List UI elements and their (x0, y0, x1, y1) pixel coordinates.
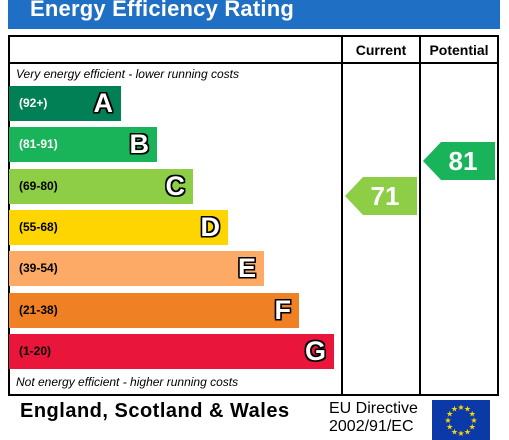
band-letter: B (129, 129, 150, 160)
band-range: (69-80) (19, 178, 58, 193)
band-g: (1-20) G (9, 333, 334, 369)
potential-rating-arrow: 81 (423, 142, 495, 180)
potential-column-header: Potential (429, 42, 489, 58)
band-range: (92+) (19, 96, 48, 110)
eu-star-icon: ★ (451, 405, 458, 414)
current-arrow-shape (345, 177, 417, 215)
band-d: (55-68) D (9, 209, 228, 245)
current-column-header: Current (355, 42, 407, 58)
title-bar: Energy Efficiency Rating (8, 0, 500, 29)
column-divider-potential (419, 35, 421, 396)
band-range: (81-91) (19, 137, 58, 152)
band-letter: C (165, 170, 186, 201)
band-range: (39-54) (19, 261, 58, 276)
eu-star-icon: ★ (464, 405, 471, 414)
footer-divider (8, 394, 499, 396)
footer-region: England, Scotland & Wales (20, 400, 290, 422)
band-b: (81-91) B (9, 127, 157, 163)
eu-star-icon: ★ (444, 416, 451, 425)
top-note: Very energy efficient - lower running co… (16, 67, 239, 81)
current-rating-value: 71 (370, 181, 400, 211)
band-c: (69-80) C (9, 168, 193, 204)
band-range: (55-68) (19, 219, 58, 234)
eu-star-icon: ★ (469, 410, 476, 419)
band-letter: G (304, 335, 326, 366)
header-divider (8, 62, 499, 64)
column-divider-current (341, 35, 343, 396)
band-letter: F (274, 294, 292, 325)
band-letter: E (237, 253, 256, 284)
band-range: (21-38) (19, 302, 58, 317)
potential-rating-value: 81 (448, 146, 478, 176)
band-range: (1-20) (19, 343, 52, 358)
band-f: (21-38) F (9, 292, 299, 328)
bottom-note: Not energy efficient - higher running co… (16, 375, 239, 389)
footer-directive-line2: 2002/91/EC (329, 418, 414, 435)
eu-star-icon: ★ (446, 410, 453, 419)
eu-star-icon: ★ (469, 423, 476, 432)
band-e: (39-54) E (9, 251, 264, 287)
eu-star-icon: ★ (457, 403, 464, 412)
eu-flag-icon: ★ ★ ★ ★ ★ ★ ★ ★ ★ ★ ★ ★ (432, 400, 490, 440)
eu-star-icon: ★ (446, 423, 453, 432)
eu-star-icon: ★ (457, 429, 464, 438)
footer-directive-line1: EU Directive (329, 400, 418, 417)
chart-title: Energy Efficiency Rating (30, 0, 294, 21)
eu-star-icon: ★ (464, 427, 471, 436)
eu-flag-stars: ★★★★★★★★★ ★ ★★ (444, 403, 477, 438)
eu-star-icon: ★ (470, 416, 477, 425)
band-letter: A (93, 88, 114, 118)
band-a: (92+) A (9, 86, 121, 121)
band-letter: D (200, 211, 221, 242)
potential-arrow-shape (423, 142, 495, 180)
current-rating-arrow: 71 (345, 177, 417, 215)
